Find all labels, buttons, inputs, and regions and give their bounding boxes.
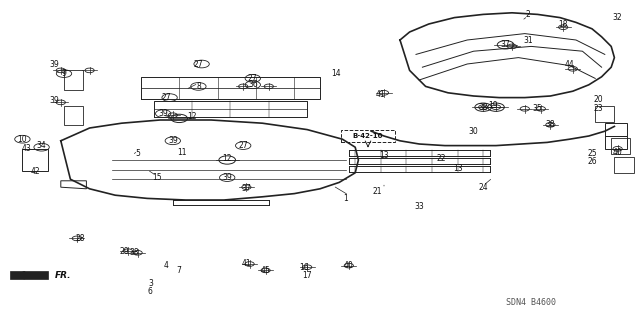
Text: 2: 2 <box>525 10 531 19</box>
Text: 39: 39 <box>168 136 178 145</box>
Text: 23: 23 <box>593 104 604 113</box>
Text: 16: 16 <box>299 263 309 272</box>
Text: 12: 12 <box>223 154 232 163</box>
Text: 1: 1 <box>343 194 348 203</box>
Text: 31: 31 <box>523 36 533 44</box>
Text: 40: 40 <box>612 148 623 156</box>
Text: 4: 4 <box>164 261 169 270</box>
Text: 17: 17 <box>302 271 312 280</box>
Text: 27: 27 <box>248 74 258 83</box>
Text: 14: 14 <box>331 69 341 78</box>
Text: 28: 28 <box>76 234 84 243</box>
Text: 38: 38 <box>545 120 556 129</box>
Text: 40: 40 <box>344 261 354 270</box>
Text: 41: 41 <box>376 90 386 99</box>
Text: 13: 13 <box>452 164 463 172</box>
Text: 37: 37 <box>241 184 252 193</box>
Text: 20: 20 <box>593 95 604 104</box>
Text: 38: 38 <box>129 248 140 257</box>
Text: 19: 19 <box>488 101 498 110</box>
Text: 13: 13 <box>379 151 389 160</box>
Text: 11: 11 <box>178 148 187 156</box>
Text: 8: 8 <box>196 82 201 91</box>
Text: 34: 34 <box>36 141 47 150</box>
Text: 22: 22 <box>437 154 446 163</box>
Text: 41: 41 <box>241 260 252 268</box>
Text: 7: 7 <box>177 266 182 275</box>
Text: 39: 39 <box>49 60 60 68</box>
Text: 27: 27 <box>193 60 204 68</box>
Text: B-42-10: B-42-10 <box>353 133 383 139</box>
Text: 27: 27 <box>161 93 172 102</box>
Text: 42: 42 <box>30 167 40 176</box>
Polygon shape <box>10 271 48 279</box>
Text: 33: 33 <box>414 202 424 211</box>
Text: 24: 24 <box>478 183 488 192</box>
Text: 39: 39 <box>222 173 232 182</box>
Text: 21: 21 <box>373 188 382 196</box>
Text: 35: 35 <box>532 104 543 113</box>
Text: 3: 3 <box>148 279 153 288</box>
Text: 27: 27 <box>238 141 248 150</box>
Text: 44: 44 <box>564 60 575 68</box>
Text: FR.: FR. <box>54 271 71 280</box>
Text: 36: 36 <box>248 80 258 89</box>
Text: 37: 37 <box>500 40 511 49</box>
Text: SDN4 B4600: SDN4 B4600 <box>506 298 556 307</box>
Text: 29: 29 <box>120 247 130 256</box>
Text: 18: 18 <box>559 20 568 28</box>
Text: 9: 9 <box>61 69 67 78</box>
Text: 39: 39 <box>158 109 168 118</box>
Text: 32: 32 <box>612 13 623 22</box>
Bar <box>341 130 395 142</box>
Text: 12: 12 <box>188 112 196 121</box>
Text: 38: 38 <box>478 103 488 112</box>
Text: 39: 39 <box>49 96 60 105</box>
Text: 43: 43 <box>22 144 32 153</box>
Text: 5: 5 <box>135 149 140 158</box>
Text: 25: 25 <box>587 149 597 158</box>
Text: 10: 10 <box>17 135 28 144</box>
Text: 45: 45 <box>260 266 271 275</box>
Text: 15: 15 <box>152 173 162 182</box>
Text: 30: 30 <box>468 127 479 136</box>
Text: 6: 6 <box>148 287 153 296</box>
Text: 26: 26 <box>587 157 597 166</box>
